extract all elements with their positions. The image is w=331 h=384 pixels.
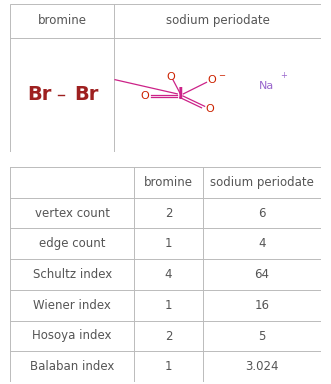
- Text: Br: Br: [27, 85, 51, 104]
- Text: Wiener index: Wiener index: [33, 299, 111, 312]
- Text: Br: Br: [74, 85, 99, 104]
- Text: Na: Na: [259, 81, 274, 91]
- Text: Schultz index: Schultz index: [32, 268, 112, 281]
- Text: 64: 64: [255, 268, 269, 281]
- Text: +: +: [280, 71, 287, 80]
- Text: sodium periodate: sodium periodate: [166, 14, 269, 27]
- Text: 2: 2: [165, 207, 172, 220]
- Text: 1: 1: [165, 360, 172, 373]
- Text: 3.024: 3.024: [245, 360, 279, 373]
- Text: vertex count: vertex count: [35, 207, 110, 220]
- Text: 5: 5: [258, 329, 266, 343]
- Text: 2: 2: [165, 329, 172, 343]
- Text: O: O: [167, 72, 175, 82]
- Text: Balaban index: Balaban index: [30, 360, 114, 373]
- Text: 1: 1: [165, 299, 172, 312]
- Text: 6: 6: [258, 207, 266, 220]
- Text: 1: 1: [165, 237, 172, 250]
- Text: sodium periodate: sodium periodate: [210, 176, 314, 189]
- Text: O: O: [205, 104, 214, 114]
- Text: edge count: edge count: [39, 237, 105, 250]
- Text: 4: 4: [165, 268, 172, 281]
- Text: −: −: [218, 71, 225, 80]
- Text: bromine: bromine: [37, 14, 86, 27]
- Text: 4: 4: [258, 237, 266, 250]
- Text: I: I: [177, 87, 183, 102]
- Text: bromine: bromine: [144, 176, 193, 189]
- Text: O: O: [141, 91, 149, 101]
- Text: O: O: [208, 74, 216, 85]
- Text: 16: 16: [255, 299, 269, 312]
- Text: Hosoya index: Hosoya index: [32, 329, 112, 343]
